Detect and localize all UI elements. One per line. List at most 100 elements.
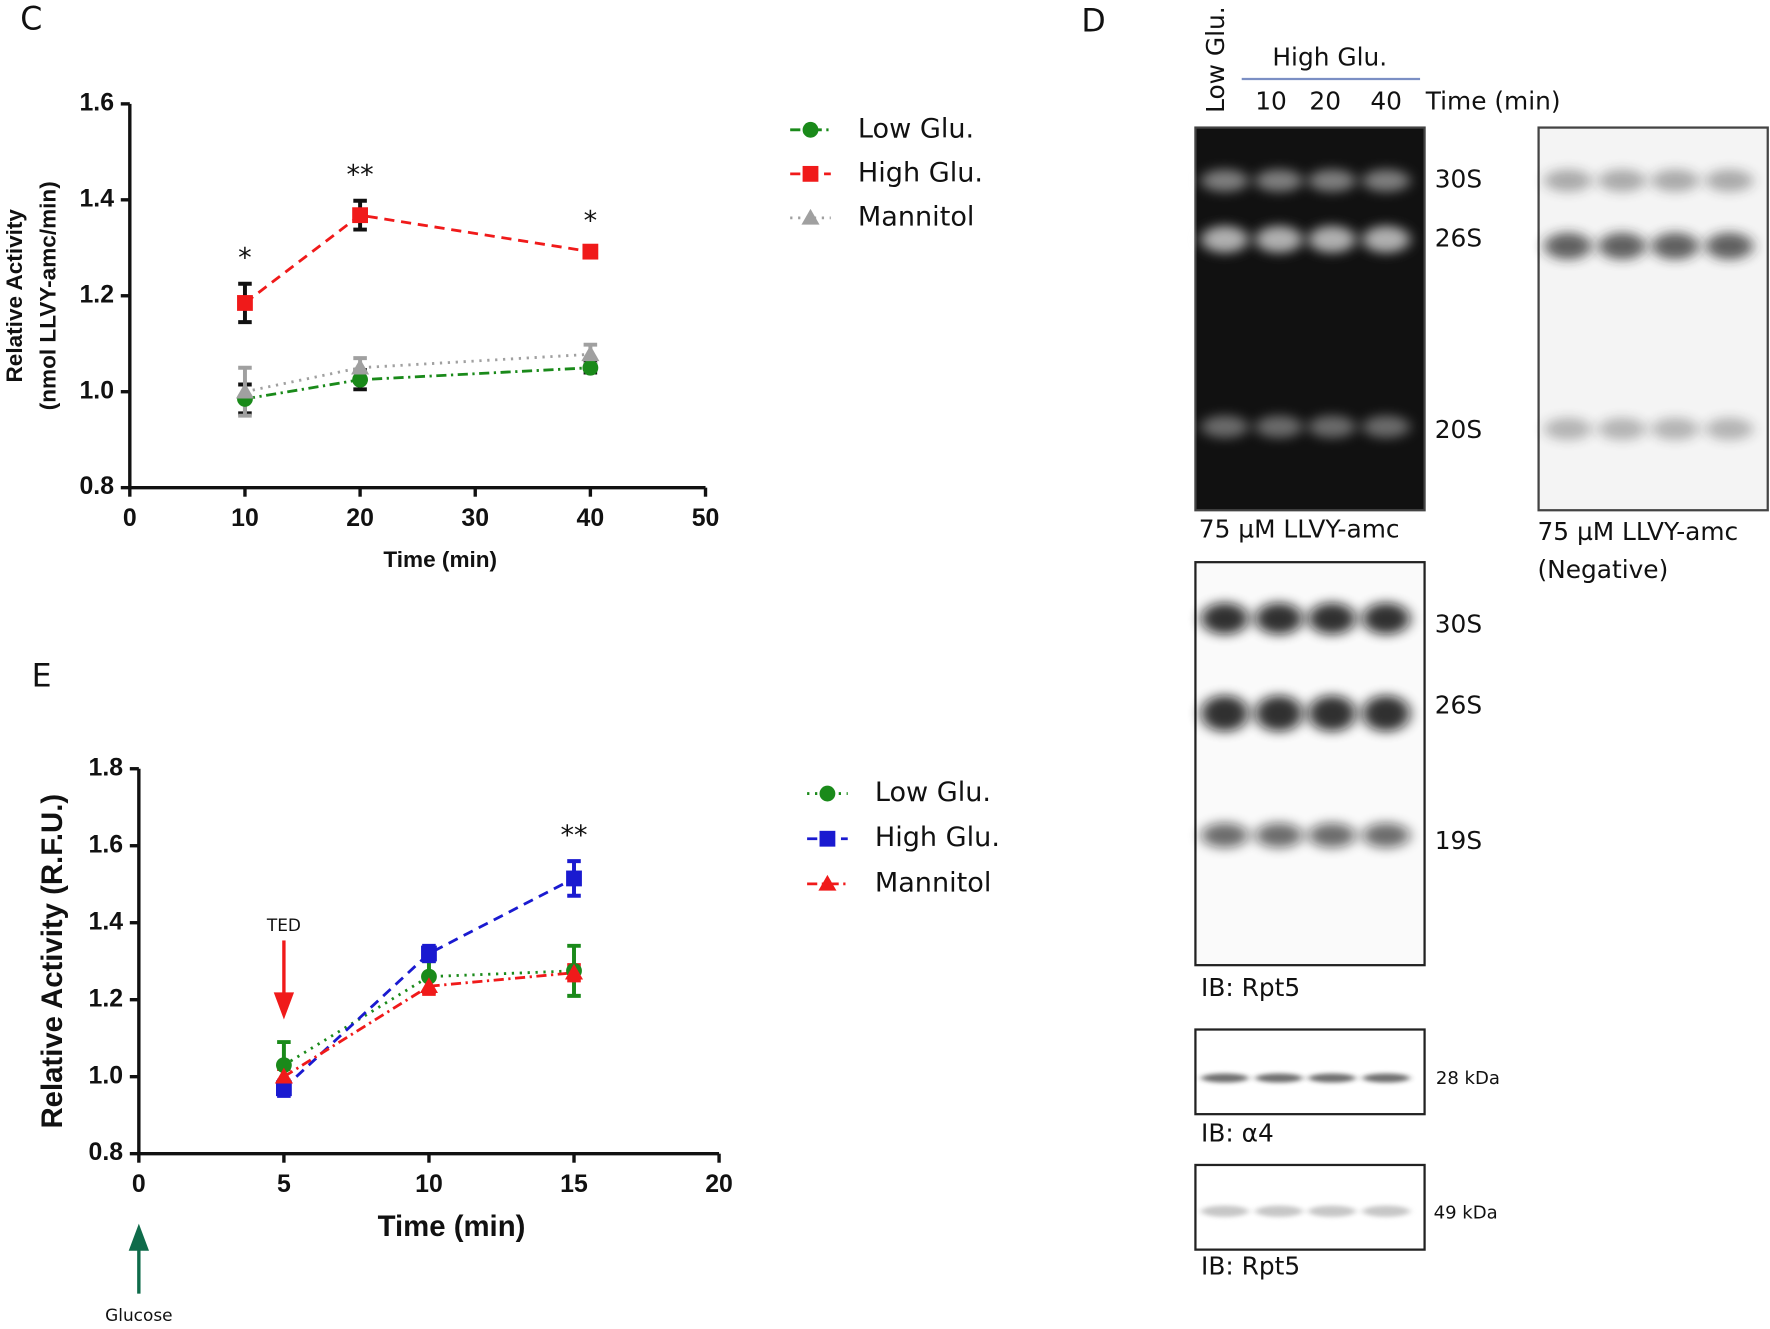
legend-label: Mannitol xyxy=(858,201,975,232)
marker xyxy=(235,382,254,399)
annotation: * xyxy=(238,242,252,273)
marker xyxy=(275,1080,292,1097)
y-tick-label: 1.6 xyxy=(79,89,114,116)
band xyxy=(1255,225,1303,253)
y-tick-label: 1.0 xyxy=(89,1062,124,1089)
x-tick-label: 20 xyxy=(346,505,374,532)
blot-panel: Low Glu. High Glu. 10 20 40 Time (min) 3… xyxy=(1194,6,1769,1281)
y-tick-label: 1.4 xyxy=(79,185,114,212)
band xyxy=(1362,602,1410,635)
band xyxy=(1308,822,1356,848)
band-label: 30S xyxy=(1435,609,1482,638)
y-tick-label: 1.4 xyxy=(89,908,124,935)
legend-marker xyxy=(802,165,819,182)
x-tick-label: 5 xyxy=(277,1171,291,1198)
arrow-head xyxy=(128,1223,150,1251)
marker xyxy=(275,1057,292,1074)
arrow-label: Glucose xyxy=(105,1305,172,1325)
band xyxy=(1598,417,1646,441)
legend-marker xyxy=(801,208,820,225)
gel xyxy=(1194,1028,1426,1116)
band xyxy=(1544,417,1592,441)
legend-label: High Glu. xyxy=(858,157,983,188)
band xyxy=(1362,822,1410,848)
x-tick-label: 0 xyxy=(123,505,137,532)
panel-label: D xyxy=(1081,4,1105,40)
caption: (Negative) xyxy=(1537,555,1668,584)
band xyxy=(1201,1073,1249,1083)
band xyxy=(1308,225,1356,253)
caption: IB: α4 xyxy=(1201,1118,1274,1147)
band xyxy=(1255,169,1303,192)
x-tick-label: 10 xyxy=(415,1171,443,1198)
legend-marker xyxy=(818,874,837,891)
x-tick-label: 20 xyxy=(705,1171,733,1198)
panel-label: C xyxy=(20,1,42,37)
lane-label: 10 xyxy=(1255,87,1287,116)
caption: 75 µM LLVY-amc xyxy=(1537,517,1738,546)
legend-label: Low Glu. xyxy=(875,777,991,808)
panel-label: E xyxy=(32,658,52,694)
band xyxy=(1362,1073,1410,1083)
caption: IB: Rpt5 xyxy=(1201,1252,1300,1281)
y-tick-label: 1.2 xyxy=(89,985,124,1012)
marker xyxy=(582,359,599,376)
x-axis-label: Time (min) xyxy=(383,547,497,572)
band-label: 30S xyxy=(1435,165,1482,194)
x-tick-label: 15 xyxy=(560,1171,588,1198)
band xyxy=(1308,602,1356,635)
y-axis-label: (nmol LLVY-amc/min) xyxy=(36,181,61,410)
series-line xyxy=(244,352,591,394)
arrow-label: TED xyxy=(266,915,301,935)
band xyxy=(1201,1205,1249,1217)
band xyxy=(1651,417,1699,441)
band xyxy=(1598,232,1646,260)
band xyxy=(1255,822,1303,848)
band xyxy=(1201,602,1249,635)
band xyxy=(1201,695,1249,732)
band xyxy=(1308,1073,1356,1083)
marker xyxy=(419,977,438,994)
arrow-head xyxy=(273,992,295,1020)
band-label: 26S xyxy=(1435,223,1482,252)
legend-marker xyxy=(819,830,836,847)
marker xyxy=(581,345,600,362)
band xyxy=(1308,415,1356,439)
lane-label: 40 xyxy=(1370,87,1402,116)
band xyxy=(1255,1073,1303,1083)
gels xyxy=(1194,126,1769,1251)
band xyxy=(1255,695,1303,732)
marker xyxy=(564,963,584,980)
band xyxy=(1255,1205,1303,1217)
legend-label: Low Glu. xyxy=(858,113,974,144)
marker xyxy=(566,870,582,887)
band xyxy=(1651,232,1699,260)
lane-label: Low Glu. xyxy=(1201,6,1230,113)
band xyxy=(1362,695,1410,732)
band-label: 19S xyxy=(1435,826,1482,855)
marker xyxy=(352,371,368,388)
x-axis-label: Time (min) xyxy=(378,1210,526,1243)
x-tick-label: 10 xyxy=(231,505,259,532)
size-label: 28 kDa xyxy=(1436,1068,1500,1089)
lane-group-label: High Glu. xyxy=(1272,43,1387,72)
y-tick-label: 1.2 xyxy=(79,281,114,308)
y-tick-label: 0.8 xyxy=(89,1139,124,1166)
band xyxy=(1544,169,1592,192)
band xyxy=(1598,169,1646,192)
band xyxy=(1255,415,1303,439)
legend-label: Mannitol xyxy=(875,867,992,898)
series-line xyxy=(283,969,575,1067)
x-tick-label: 50 xyxy=(692,505,720,532)
annotation: ** xyxy=(560,820,587,851)
legend-marker xyxy=(819,785,836,802)
marker xyxy=(421,968,437,985)
band xyxy=(1201,169,1249,192)
x-tick-label: 30 xyxy=(461,505,489,532)
band xyxy=(1705,169,1754,192)
lane-label: 20 xyxy=(1309,87,1341,116)
marker xyxy=(237,295,253,311)
x-tick-label: 0 xyxy=(132,1171,146,1198)
series-line xyxy=(282,877,575,1090)
